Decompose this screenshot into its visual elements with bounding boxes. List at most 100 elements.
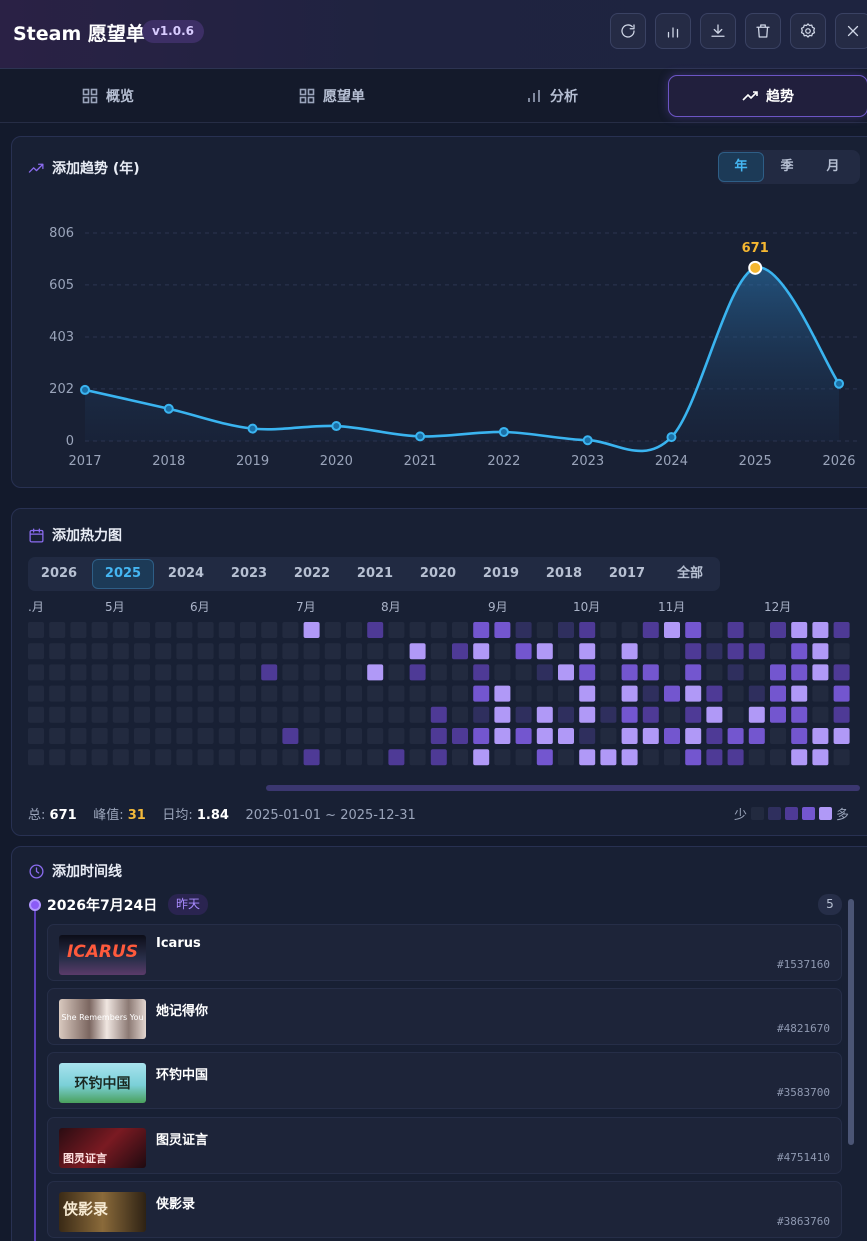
heatmap-cell[interactable]: [112, 664, 129, 681]
heatmap-cell[interactable]: [812, 749, 829, 766]
heatmap-cell[interactable]: [91, 706, 108, 723]
heatmap-cell[interactable]: [409, 643, 426, 660]
heatmap-cell[interactable]: [536, 749, 553, 766]
heatmap-cell[interactable]: [579, 728, 596, 744]
heatmap-cell[interactable]: [558, 749, 574, 766]
heatmap-cell[interactable]: [664, 643, 680, 660]
heatmap-cell[interactable]: [642, 622, 659, 638]
heatmap-cell[interactable]: [536, 622, 553, 638]
heatmap-cell[interactable]: [218, 728, 235, 744]
heatmap-cell[interactable]: [812, 643, 829, 660]
heatmap-cell[interactable]: [324, 643, 341, 660]
heatmap-cell[interactable]: [833, 706, 850, 723]
heatmap-cell[interactable]: [70, 643, 87, 660]
timeline-item[interactable]: 图灵证言 图灵证言 #4751410: [47, 1117, 842, 1174]
heatmap-cell[interactable]: [112, 685, 129, 702]
heatmap-cell[interactable]: [134, 664, 150, 681]
heatmap-cell[interactable]: [70, 664, 87, 681]
heatmap-cell[interactable]: [536, 728, 553, 744]
heatmap-cell[interactable]: [218, 643, 235, 660]
heatmap-cell[interactable]: [240, 728, 256, 744]
year-2026[interactable]: 2026: [40, 566, 78, 581]
heatmap-cell[interactable]: [134, 622, 150, 638]
heatmap-cell[interactable]: [770, 685, 786, 702]
heatmap-cell[interactable]: [155, 749, 172, 766]
heatmap-cell[interactable]: [176, 622, 193, 638]
heatmap-scrollbar[interactable]: [266, 785, 860, 791]
heatmap-cell[interactable]: [303, 728, 320, 744]
heatmap-cell[interactable]: [91, 643, 108, 660]
heatmap-cell[interactable]: [515, 664, 532, 681]
heatmap-cell[interactable]: [91, 749, 108, 766]
refresh-button[interactable]: [610, 13, 646, 49]
data-point[interactable]: [666, 432, 677, 443]
data-point[interactable]: [415, 431, 426, 442]
data-point[interactable]: [748, 260, 763, 275]
heatmap-cell[interactable]: [600, 728, 617, 744]
stats-button[interactable]: [655, 13, 691, 49]
timeline-item[interactable]: 侠影录 侠影录 #3863760: [47, 1181, 842, 1238]
heatmap-cell[interactable]: [388, 643, 405, 660]
heatmap-cell[interactable]: [770, 728, 786, 744]
heatmap-cell[interactable]: [155, 622, 172, 638]
heatmap-cell[interactable]: [367, 749, 384, 766]
data-point[interactable]: [80, 384, 90, 395]
heatmap-cell[interactable]: [282, 749, 299, 766]
heatmap-cell[interactable]: [558, 706, 574, 723]
heatmap-cell[interactable]: [282, 685, 299, 702]
heatmap-cell[interactable]: [770, 643, 786, 660]
heatmap-cell[interactable]: [134, 643, 150, 660]
heatmap-cell[interactable]: [770, 749, 786, 766]
heatmap-cell[interactable]: [388, 685, 405, 702]
heatmap-cell[interactable]: [812, 706, 829, 723]
heatmap-cell[interactable]: [812, 664, 829, 681]
heatmap-cell[interactable]: [473, 706, 490, 723]
heatmap-cell[interactable]: [303, 664, 320, 681]
heatmap-cell[interactable]: [134, 728, 150, 744]
heatmap-cell[interactable]: [621, 749, 638, 766]
heatmap-cell[interactable]: [155, 706, 172, 723]
heatmap-cell[interactable]: [197, 664, 214, 681]
heatmap-cell[interactable]: [473, 749, 490, 766]
heatmap-cell[interactable]: [621, 622, 638, 638]
heatmap-cell[interactable]: [346, 706, 362, 723]
heatmap-cell[interactable]: [176, 664, 193, 681]
heatmap-cell[interactable]: [430, 685, 447, 702]
heatmap-cell[interactable]: [176, 706, 193, 723]
heatmap-cell[interactable]: [791, 685, 808, 702]
heatmap-cell[interactable]: [409, 622, 426, 638]
heatmap-cell[interactable]: [28, 728, 44, 744]
heatmap-cell[interactable]: [748, 643, 765, 660]
download-button[interactable]: [700, 13, 736, 49]
heatmap-cell[interactable]: [664, 622, 680, 638]
heatmap-cell[interactable]: [28, 706, 44, 723]
heatmap-cell[interactable]: [49, 706, 66, 723]
heatmap-cell[interactable]: [706, 728, 723, 744]
heatmap-cell[interactable]: [197, 643, 214, 660]
heatmap-cell[interactable]: [642, 664, 659, 681]
heatmap-cell[interactable]: [452, 685, 468, 702]
heatmap-cell[interactable]: [515, 622, 532, 638]
heatmap-cell[interactable]: [388, 664, 405, 681]
heatmap-cell[interactable]: [748, 685, 765, 702]
heatmap-cell[interactable]: [112, 749, 129, 766]
heatmap-cell[interactable]: [494, 643, 511, 660]
heatmap-cell[interactable]: [706, 643, 723, 660]
heatmap-cell[interactable]: [197, 685, 214, 702]
heatmap-cell[interactable]: [791, 706, 808, 723]
heatmap-cell[interactable]: [112, 728, 129, 744]
heatmap-cell[interactable]: [473, 622, 490, 638]
heatmap-cell[interactable]: [324, 749, 341, 766]
heatmap-cell[interactable]: [303, 643, 320, 660]
heatmap-cell[interactable]: [494, 728, 511, 744]
heatmap-cell[interactable]: [197, 622, 214, 638]
heatmap-cell[interactable]: [515, 749, 532, 766]
heatmap-cell[interactable]: [791, 643, 808, 660]
heatmap-cell[interactable]: [261, 749, 278, 766]
heatmap-cell[interactable]: [473, 728, 490, 744]
heatmap-cell[interactable]: [579, 749, 596, 766]
timeline-item[interactable]: She Remembers You 她记得你 #4821670: [47, 988, 842, 1045]
heatmap-cell[interactable]: [748, 706, 765, 723]
heatmap-cell[interactable]: [452, 728, 468, 744]
heatmap-cell[interactable]: [28, 685, 44, 702]
